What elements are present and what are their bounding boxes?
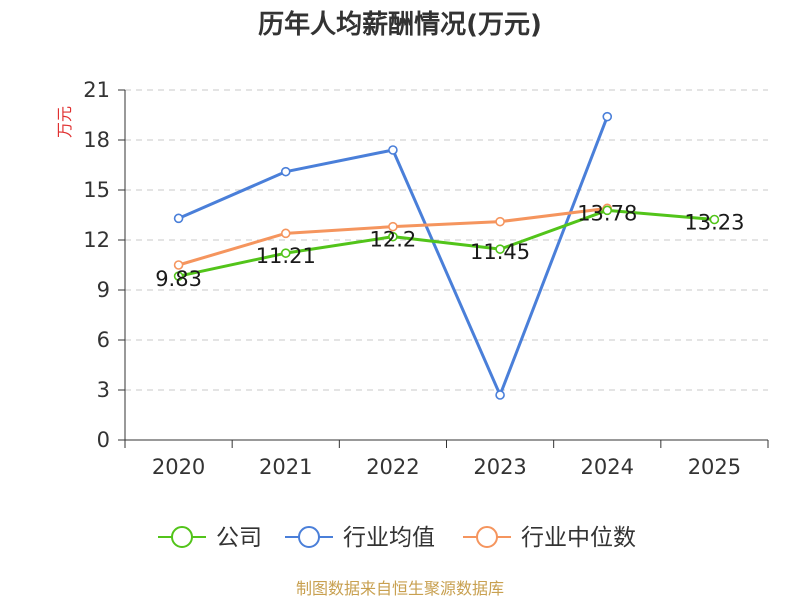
data-labels: 9.83 11.21 12.2 11.45 13.78 13.23 xyxy=(155,201,744,291)
data-point xyxy=(173,260,184,270)
legend-marker xyxy=(171,526,193,548)
legend-label: 公司 xyxy=(216,525,262,551)
y-tick-label: 18 xyxy=(83,128,110,152)
legend-label: 行业均值 xyxy=(343,525,435,551)
data-point xyxy=(388,231,398,242)
y-tick-label: 0 xyxy=(97,428,110,452)
data-point xyxy=(602,205,613,216)
data-point xyxy=(280,248,291,258)
data-label: 13.23 xyxy=(684,211,744,235)
series-line-1 xyxy=(177,116,609,397)
data-point xyxy=(602,111,613,122)
data-point xyxy=(173,271,184,281)
data-point xyxy=(388,145,398,155)
data-point xyxy=(495,216,505,227)
x-tick-label: 2021 xyxy=(259,455,312,479)
legend-marker xyxy=(476,526,498,548)
data-label: 11.21 xyxy=(256,244,316,268)
y-tick-label: 9 xyxy=(97,278,110,302)
data-label: 9.83 xyxy=(155,267,202,291)
series-line-0 xyxy=(178,208,715,278)
data-label: 13.78 xyxy=(577,201,637,225)
chart-title: 历年人均薪酬情况(万元) xyxy=(258,9,542,40)
legend[interactable]: 公司 行业均值 行业中位数 xyxy=(158,525,636,551)
x-tick-label: 2024 xyxy=(581,455,634,479)
y-tick-label: 21 xyxy=(83,78,110,102)
x-tick-label: 2023 xyxy=(473,455,526,479)
data-label: 11.45 xyxy=(470,240,530,264)
data-point xyxy=(709,214,720,225)
x-tick-label: 2025 xyxy=(688,455,741,479)
legend-label: 行业中位数 xyxy=(521,525,636,551)
y-tick-label: 15 xyxy=(83,178,110,202)
data-point xyxy=(280,228,291,239)
axes: 0 3 6 9 12 15 18 21 2020 2021 2022 2023 2024 2025 xyxy=(83,78,769,479)
x-tick-label: 2020 xyxy=(152,455,205,479)
data-point xyxy=(495,390,505,400)
y-tick-label: 12 xyxy=(83,228,110,252)
data-label: 12.2 xyxy=(370,228,417,252)
data-point xyxy=(388,221,398,232)
y-tick-label: 3 xyxy=(97,378,110,402)
data-point xyxy=(173,213,184,224)
series-group xyxy=(173,111,720,400)
data-point xyxy=(280,166,291,177)
gridlines xyxy=(125,89,768,391)
source-note: 制图数据来自恒生聚源数据库 xyxy=(296,579,504,598)
y-axis-label: 万元 xyxy=(55,106,74,138)
legend-marker xyxy=(298,526,320,548)
x-tick-label: 2022 xyxy=(366,455,419,479)
data-point xyxy=(495,244,505,254)
y-tick-label: 6 xyxy=(97,328,110,352)
